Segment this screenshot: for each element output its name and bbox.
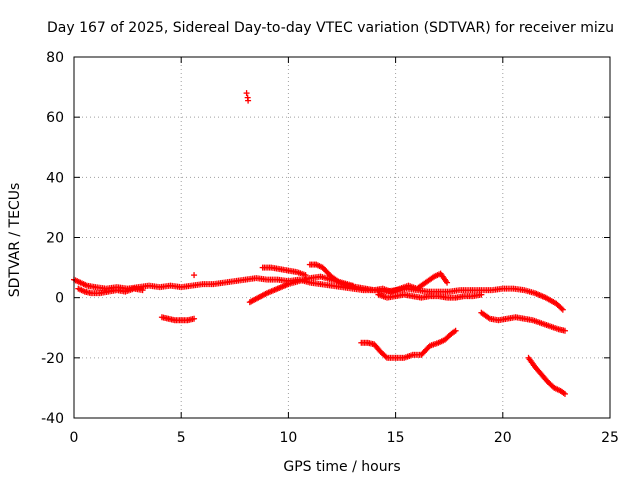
data-point [191,315,198,322]
series-outliers [191,90,252,279]
data-point [306,279,322,287]
y-tick-label: -40 [41,411,64,427]
data-point [75,285,87,294]
data-point [131,285,144,293]
data-point [452,327,459,334]
data-point [243,90,250,97]
y-axis-label: SDTVAR / TECUs [7,183,23,298]
data-point [478,291,485,298]
data-point [409,293,423,301]
data-point [561,390,568,397]
data-point [302,272,309,279]
y-tick-label: 0 [55,291,64,307]
series-track-peak-b [306,261,451,295]
data-point [274,281,290,292]
series-track-neg-30 [525,354,568,397]
y-tick-label: -20 [41,351,64,367]
data-point [504,314,517,322]
x-axis-label: GPS time / hours [283,459,400,475]
series-track-main-b [75,285,146,297]
data-point [418,293,432,301]
data-point [188,281,204,289]
data-point [306,273,322,282]
data-point [559,306,566,313]
grid-layer [74,57,610,418]
x-tick-label: 5 [177,430,186,446]
data-point [285,267,299,275]
data-point [444,279,451,286]
data-point [418,344,432,358]
data-point [422,274,436,286]
x-tick-label: 0 [70,430,79,446]
data-point [263,276,279,283]
series-track-neg-small [158,314,198,324]
y-tick-label: 80 [46,50,64,66]
points-layer [71,90,568,397]
series-track-mid [375,291,485,301]
data-point [489,285,505,294]
plot-frame [73,56,611,419]
data-point [525,354,537,369]
x-tick-label: 20 [494,430,512,446]
data-point [221,278,237,286]
data-point [435,337,447,346]
data-point [446,287,462,295]
data-point [139,287,146,294]
data-point [431,271,443,280]
data-point [191,272,198,279]
x-tick-label: 15 [387,430,405,446]
x-tick-label: 25 [601,430,619,446]
data-point [328,273,342,285]
data-point [253,275,269,283]
data-point [538,320,552,329]
x-tick-label: 10 [279,430,297,446]
data-point [510,285,526,293]
data-point [88,290,102,297]
data-point [561,327,568,334]
data-point [542,294,558,306]
data-point [553,300,565,312]
data-point [495,316,509,324]
data-point [317,281,333,289]
data-point [313,261,325,270]
data-point [210,279,226,288]
y-tick-label: 20 [46,231,64,247]
data-point [178,282,194,291]
y-tick-label: 40 [46,170,64,186]
data-point [245,97,252,104]
data-point [231,276,247,285]
data-point [521,315,535,323]
chart-title: Day 167 of 2025, Sidereal Day-to-day VTE… [47,20,614,36]
series-track-neg-10 [478,309,568,334]
y-tick-label: 60 [46,110,64,126]
data-point [296,275,312,285]
data-point [158,314,170,322]
series-track-peak-a [259,264,309,279]
tick-layer: 0 5 10 15 20 25 -40 -20 0 20 40 60 80 [41,50,619,446]
data-point [414,280,428,292]
series-track-neg-20 [358,327,459,361]
series-track-main-a [71,275,566,313]
